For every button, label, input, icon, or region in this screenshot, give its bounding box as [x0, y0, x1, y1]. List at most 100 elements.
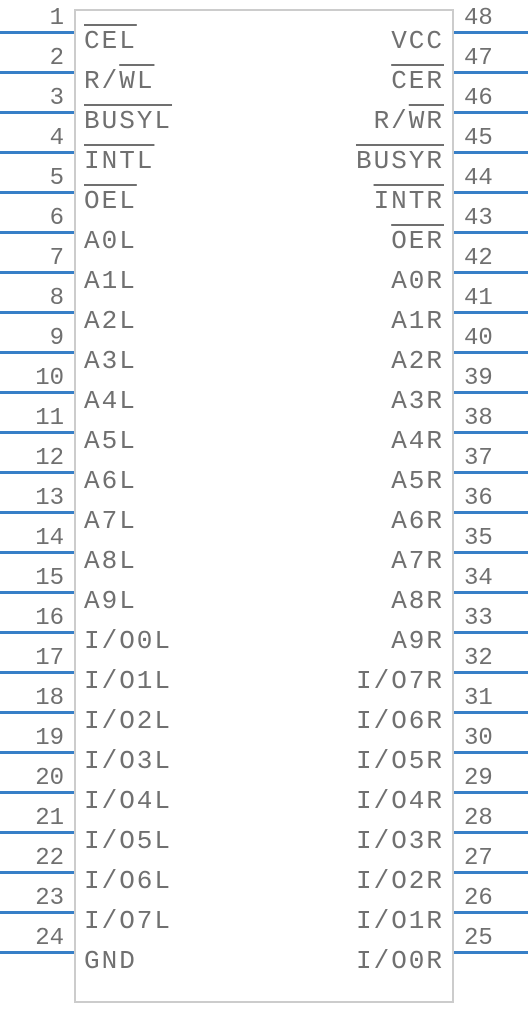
- pin-number-3: 3: [50, 85, 64, 112]
- pin-label-8: A2L: [84, 306, 137, 336]
- pin-lead-11: 11: [0, 409, 74, 449]
- pin-label-23: I/O7L: [84, 906, 172, 936]
- pin-label-31: I/O6R: [356, 706, 444, 736]
- pin-label-39: A3R: [391, 386, 444, 416]
- pin-lead-33: 33: [454, 609, 528, 649]
- pin-label-40: A2R: [391, 346, 444, 376]
- pin-line-47: [454, 71, 528, 74]
- pin-line-36: [454, 511, 528, 514]
- pin-number-36: 36: [464, 485, 493, 512]
- pin-lead-4: 4: [0, 129, 74, 169]
- pin-lead-45: 45: [454, 129, 528, 169]
- pin-label-10: A4L: [84, 386, 137, 416]
- pin-line-25: [454, 951, 528, 954]
- pin-number-15: 15: [35, 565, 64, 592]
- pin-number-29: 29: [464, 765, 493, 792]
- pin-line-32: [454, 671, 528, 674]
- pin-number-28: 28: [464, 805, 493, 832]
- pin-label-19: I/O3L: [84, 746, 172, 776]
- pin-number-23: 23: [35, 885, 64, 912]
- pin-line-40: [454, 351, 528, 354]
- pin-label-37: A5R: [391, 466, 444, 496]
- pin-lead-17: 17: [0, 649, 74, 689]
- pin-line-9: [0, 351, 74, 354]
- pin-line-42: [454, 271, 528, 274]
- pin-label-20: I/O4L: [84, 786, 172, 816]
- pin-line-6: [0, 231, 74, 234]
- pin-lead-16: 16: [0, 609, 74, 649]
- pin-line-26: [454, 911, 528, 914]
- pin-line-16: [0, 631, 74, 634]
- pin-number-9: 9: [50, 325, 64, 352]
- pin-number-38: 38: [464, 405, 493, 432]
- pin-number-18: 18: [35, 685, 64, 712]
- pin-lead-44: 44: [454, 169, 528, 209]
- pin-line-18: [0, 711, 74, 714]
- pin-label-43: OER: [391, 226, 444, 256]
- pin-number-1: 1: [50, 5, 64, 32]
- pin-lead-12: 12: [0, 449, 74, 489]
- pin-label-4: INTL: [84, 146, 154, 176]
- pin-line-5: [0, 191, 74, 194]
- pin-lead-41: 41: [454, 289, 528, 329]
- pin-line-10: [0, 391, 74, 394]
- pin-lead-29: 29: [454, 769, 528, 809]
- pin-line-12: [0, 471, 74, 474]
- pin-line-28: [454, 831, 528, 834]
- pin-lead-40: 40: [454, 329, 528, 369]
- pin-label-28: I/O3R: [356, 826, 444, 856]
- pin-lead-9: 9: [0, 329, 74, 369]
- pin-lead-30: 30: [454, 729, 528, 769]
- pin-number-31: 31: [464, 685, 493, 712]
- pin-label-38: A4R: [391, 426, 444, 456]
- pin-line-15: [0, 591, 74, 594]
- pin-label-26: I/O1R: [356, 906, 444, 936]
- pin-number-34: 34: [464, 565, 493, 592]
- pin-number-14: 14: [35, 525, 64, 552]
- pin-label-44: INTR: [374, 186, 444, 216]
- pin-number-6: 6: [50, 205, 64, 232]
- pin-number-19: 19: [35, 725, 64, 752]
- pin-number-32: 32: [464, 645, 493, 672]
- pin-number-46: 46: [464, 85, 493, 112]
- pin-line-14: [0, 551, 74, 554]
- pin-line-11: [0, 431, 74, 434]
- pin-label-12: A6L: [84, 466, 137, 496]
- pin-line-31: [454, 711, 528, 714]
- pin-label-15: A9L: [84, 586, 137, 616]
- pin-number-8: 8: [50, 285, 64, 312]
- pin-line-33: [454, 631, 528, 634]
- pin-line-2: [0, 71, 74, 74]
- pin-lead-38: 38: [454, 409, 528, 449]
- pin-number-4: 4: [50, 125, 64, 152]
- pin-number-43: 43: [464, 205, 493, 232]
- pin-line-34: [454, 591, 528, 594]
- pin-lead-42: 42: [454, 249, 528, 289]
- pin-lead-37: 37: [454, 449, 528, 489]
- pin-label-29: I/O4R: [356, 786, 444, 816]
- pin-lead-7: 7: [0, 249, 74, 289]
- pin-label-17: I/O1L: [84, 666, 172, 696]
- pins-right-leads: 4847464544434241403938373635343332313029…: [454, 9, 528, 969]
- pin-line-46: [454, 111, 528, 114]
- pin-line-8: [0, 311, 74, 314]
- pin-line-20: [0, 791, 74, 794]
- pin-lead-25: 25: [454, 929, 528, 969]
- pin-lead-18: 18: [0, 689, 74, 729]
- pin-number-21: 21: [35, 805, 64, 832]
- pin-label-9: A3L: [84, 346, 137, 376]
- pin-number-11: 11: [35, 405, 64, 432]
- pin-lead-26: 26: [454, 889, 528, 929]
- pin-number-44: 44: [464, 165, 493, 192]
- pin-label-16: I/O0L: [84, 626, 172, 656]
- pin-line-24: [0, 951, 74, 954]
- pin-label-1: CEL: [84, 26, 137, 56]
- pin-lead-20: 20: [0, 769, 74, 809]
- pin-line-37: [454, 471, 528, 474]
- pin-line-17: [0, 671, 74, 674]
- pin-label-34: A8R: [391, 586, 444, 616]
- pin-label-48: VCC: [391, 26, 444, 56]
- pin-lead-2: 2: [0, 49, 74, 89]
- pin-label-47: CER: [391, 66, 444, 96]
- pin-number-41: 41: [464, 285, 493, 312]
